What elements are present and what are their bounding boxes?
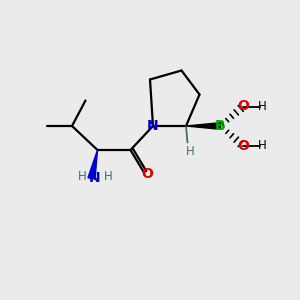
Text: H: H	[103, 170, 112, 184]
Text: H: H	[258, 139, 267, 152]
Text: B: B	[215, 119, 226, 133]
Text: N: N	[147, 119, 159, 133]
Text: N: N	[89, 172, 100, 185]
Text: H: H	[258, 100, 267, 113]
Text: O: O	[142, 167, 154, 181]
Text: O: O	[237, 100, 249, 113]
Polygon shape	[186, 123, 220, 129]
Text: H: H	[77, 170, 86, 184]
Text: O: O	[237, 139, 249, 152]
Polygon shape	[88, 150, 98, 179]
Text: H: H	[185, 145, 194, 158]
